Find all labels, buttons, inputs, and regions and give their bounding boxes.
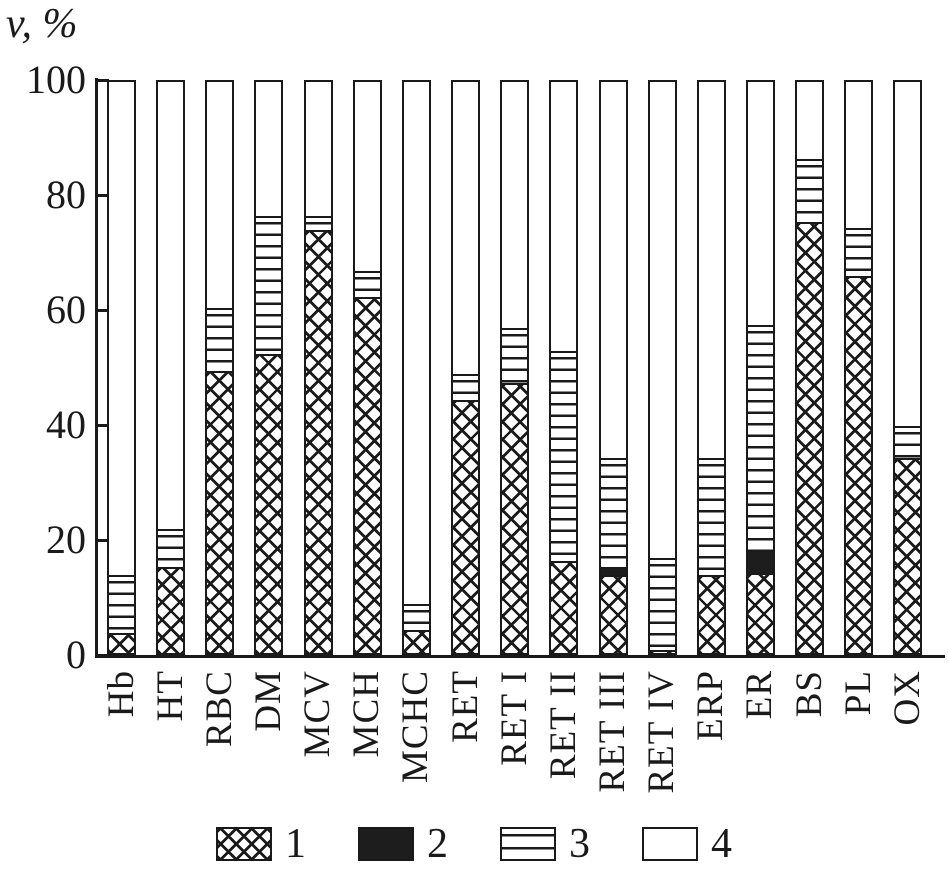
legend: 1 2 3 4 (0, 822, 948, 866)
legend-item-3: 3 (500, 822, 590, 866)
bar-segment-series-3 (256, 216, 282, 354)
bar-mchc (401, 80, 431, 655)
bar-mch (352, 80, 382, 655)
y-tick-label: 60 (46, 287, 86, 332)
x-tick-label: RET I (493, 670, 535, 766)
y-tick (97, 309, 109, 312)
bar-ret-i (500, 80, 530, 655)
bar-dm (254, 80, 284, 655)
bar-ret-iv (647, 80, 677, 655)
x-tick-label: RBC (198, 670, 240, 748)
x-tick-label: MCH (346, 670, 388, 758)
bar-segment-series-3 (453, 374, 479, 400)
bar-rbc (205, 80, 235, 655)
bar-segment-series-3 (207, 308, 233, 372)
x-tick-label: MCHC (395, 670, 437, 783)
legend-swatch-crosshatch (216, 827, 272, 861)
bar-segment-series-1 (551, 561, 577, 653)
legend-item-4: 4 (642, 822, 732, 866)
y-tick-label: 100 (26, 57, 86, 102)
legend-label: 4 (711, 821, 732, 867)
bar-segment-series-1 (698, 575, 724, 653)
legend-swatch-white (642, 827, 698, 861)
x-tick-label: RET (444, 670, 486, 743)
bar-segment-series-1 (305, 230, 331, 653)
bar-segment-series-1 (158, 566, 184, 653)
x-tick-label: RET II (542, 670, 584, 780)
bar-segment-series-1 (403, 630, 429, 653)
bar-segment-series-3 (403, 604, 429, 630)
y-tick (97, 194, 109, 197)
bar-segment-series-1 (256, 354, 282, 653)
bar-segment-series-3 (797, 158, 823, 222)
legend-swatch-solid-black (358, 827, 414, 861)
legend-item-1: 1 (216, 822, 306, 866)
bar-segment-series-3 (747, 325, 773, 550)
y-tick (97, 539, 109, 542)
y-tick (97, 424, 109, 427)
bar-segment-series-3 (846, 227, 872, 277)
x-axis (95, 655, 945, 658)
bar-segment-series-1 (207, 371, 233, 653)
bar-segment-series-1 (649, 650, 675, 653)
bar-segment-series-3 (354, 270, 380, 297)
bar-segment-series-3 (698, 457, 724, 576)
y-tick-label: 40 (46, 402, 86, 447)
bar-segment-series-2 (747, 549, 773, 573)
y-tick-label: 80 (46, 172, 86, 217)
bar-segment-series-1 (747, 572, 773, 653)
bar-segment-series-1 (453, 400, 479, 653)
x-tick-label: PL (837, 670, 879, 716)
x-tick-label: BS (788, 670, 830, 718)
bar-pl (844, 80, 874, 655)
bar-hb (107, 80, 136, 655)
y-tick (97, 654, 109, 657)
bar-segment-series-3 (895, 425, 921, 458)
bar-segment-series-1 (109, 632, 134, 653)
x-tick-label: ERP (690, 670, 732, 741)
x-tick-label: HT (149, 670, 191, 722)
bar-segment-series-1 (895, 457, 921, 653)
x-tick-label: Hb (100, 670, 142, 718)
bar-segment-series-1 (354, 296, 380, 653)
y-tick (97, 79, 109, 82)
y-axis-title: v, % (6, 1, 78, 47)
bar-segment-series-3 (551, 351, 577, 561)
legend-swatch-horizontal-lines (500, 827, 556, 861)
bar-ret-ii (549, 80, 579, 655)
x-tick-label: DM (247, 670, 289, 732)
bar-erp (696, 80, 726, 655)
bar-ret (451, 80, 481, 655)
bar-segment-series-2 (600, 566, 626, 576)
bar-segment-series-1 (797, 221, 823, 653)
bar-ht (156, 80, 186, 655)
bar-segment-series-3 (600, 457, 626, 567)
legend-label: 3 (569, 821, 590, 867)
bar-ox (893, 80, 923, 655)
bar-segment-series-3 (649, 558, 675, 651)
bar-er (745, 80, 775, 655)
y-tick-label: 0 (66, 632, 86, 677)
bar-segment-series-3 (109, 575, 134, 633)
x-tick-label: RET IV (641, 670, 683, 794)
bar-ret-iii (598, 80, 628, 655)
bar-mcv (303, 80, 333, 655)
bar-segment-series-3 (305, 216, 331, 231)
legend-label: 1 (285, 821, 306, 867)
bar-bs (795, 80, 825, 655)
bar-segment-series-1 (846, 276, 872, 653)
y-tick-label: 20 (46, 517, 86, 562)
x-tick-label: RET III (592, 670, 633, 793)
x-tick-label: MCV (297, 670, 339, 758)
x-tick-label: OX (886, 670, 928, 726)
bar-segment-series-1 (600, 575, 626, 653)
legend-item-2: 2 (358, 822, 448, 866)
y-axis (95, 78, 98, 658)
bar-segment-series-3 (158, 529, 184, 567)
x-tick-label: ER (739, 670, 781, 720)
bar-segment-series-3 (502, 328, 528, 383)
legend-label: 2 (427, 821, 448, 867)
bar-segment-series-1 (502, 382, 528, 653)
